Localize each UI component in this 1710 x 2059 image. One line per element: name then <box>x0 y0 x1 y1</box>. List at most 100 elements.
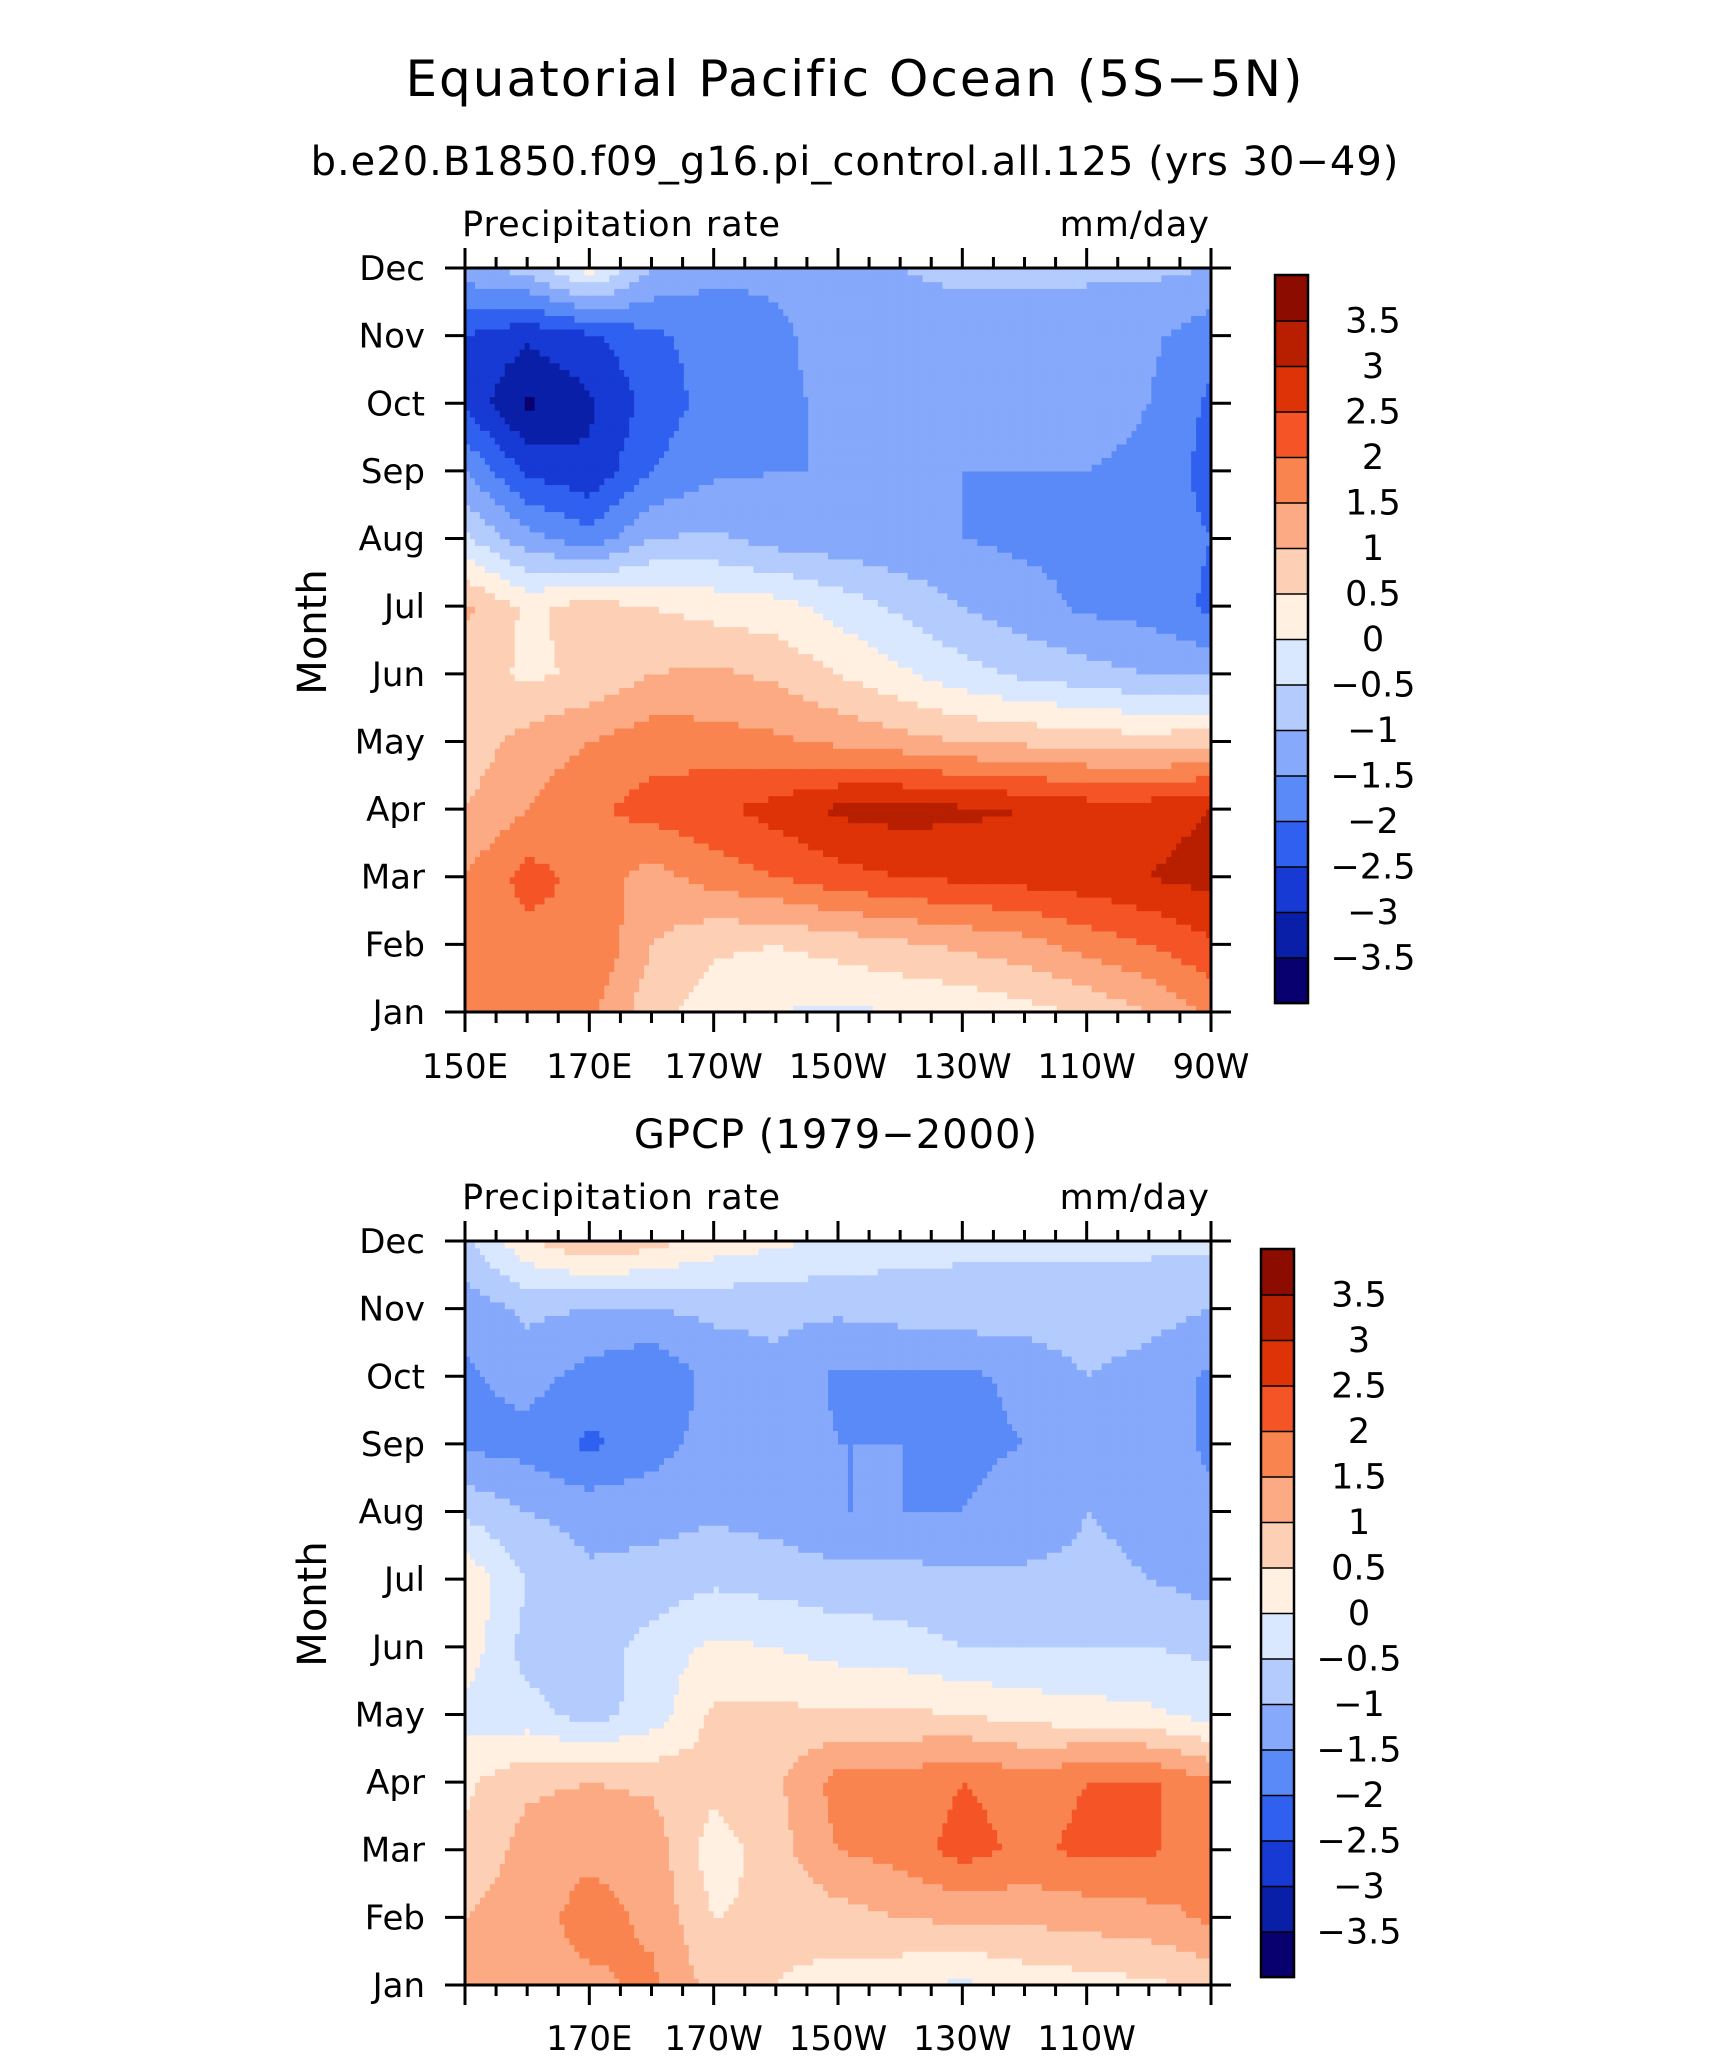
contour-cell <box>614 978 620 985</box>
contour-cell <box>1171 897 1177 904</box>
contour-cell <box>639 850 645 857</box>
contour-cell <box>758 883 764 890</box>
contour-cell <box>1196 938 1202 945</box>
contour-cell <box>649 897 655 904</box>
contour-cell <box>1012 958 1018 965</box>
contour-cell <box>843 958 849 965</box>
contour-cell <box>699 870 705 877</box>
contour-cell <box>947 944 953 951</box>
contour-cell <box>763 850 769 857</box>
contour-cell <box>684 944 690 951</box>
contour-cell <box>1186 985 1192 992</box>
contour-cell <box>828 924 834 931</box>
contour-cell <box>1087 911 1093 918</box>
contour-cell <box>808 978 814 985</box>
contour-cell <box>1117 931 1123 938</box>
contour-cell <box>1146 870 1152 877</box>
contour-cell <box>808 985 814 992</box>
contour-cell <box>664 978 670 985</box>
contour-cell <box>773 985 779 992</box>
contour-cell <box>649 978 655 985</box>
contour-cell <box>997 951 1003 958</box>
contour-cell <box>734 965 740 972</box>
contour-cell <box>540 863 546 870</box>
contour-cell <box>1077 890 1083 897</box>
contour-cell <box>679 944 685 951</box>
contour-cell <box>684 924 690 931</box>
contour-cell <box>962 938 968 945</box>
contour-cell <box>624 917 630 924</box>
contour-cell <box>579 890 585 897</box>
contour-cell <box>903 924 909 931</box>
contour-cell <box>669 965 675 972</box>
contour-cell <box>724 911 730 918</box>
contour-cell <box>714 883 720 890</box>
contour-cell <box>694 863 700 870</box>
contour-cell <box>843 883 849 890</box>
contour-cell <box>1196 917 1202 924</box>
contour-cell <box>1087 897 1093 904</box>
contour-cell <box>923 883 929 890</box>
contour-cell <box>853 850 859 857</box>
contour-cell <box>495 917 501 924</box>
contour-cell <box>987 863 993 870</box>
contour-cell <box>833 944 839 951</box>
contour-cell <box>644 951 650 958</box>
contour-cell <box>1112 971 1118 978</box>
contour-cell <box>744 944 750 951</box>
contour-cell <box>684 938 690 945</box>
contour-cell <box>893 870 899 877</box>
contour-cell <box>1181 917 1187 924</box>
contour-cell <box>1012 944 1018 951</box>
contour-cell <box>893 911 899 918</box>
contour-cell <box>763 897 769 904</box>
contour-cell <box>1087 856 1093 863</box>
contour-cell <box>858 904 864 911</box>
contour-cell <box>744 850 750 857</box>
contour-cell <box>659 877 665 884</box>
contour-cell <box>1176 965 1182 972</box>
contour-cell <box>1166 998 1172 1005</box>
contour-cell <box>972 883 978 890</box>
contour-cell <box>609 904 615 911</box>
contour-cell <box>669 856 675 863</box>
contour-cell <box>748 917 754 924</box>
contour-cell <box>644 938 650 945</box>
contour-cell <box>873 890 879 897</box>
contour-cell <box>748 965 754 972</box>
contour-cell <box>739 938 745 945</box>
contour-cell <box>987 877 993 884</box>
contour-cell <box>1141 978 1147 985</box>
contour-cell <box>564 938 570 945</box>
contour-cell <box>510 944 516 951</box>
contour-cell <box>763 883 769 890</box>
contour-cell <box>1196 856 1202 863</box>
contour-cell <box>1097 965 1103 972</box>
contour-cell <box>1022 883 1028 890</box>
contour-cell <box>952 985 958 992</box>
contour-cell <box>744 877 750 884</box>
contour-cell <box>510 870 516 877</box>
contour-cell <box>1062 897 1068 904</box>
contour-cell <box>500 870 506 877</box>
contour-cell <box>1017 890 1023 897</box>
contour-cell <box>505 965 511 972</box>
contour-cell <box>659 856 665 863</box>
contour-cell <box>748 985 754 992</box>
contour-cell <box>540 890 546 897</box>
contour-cell <box>793 985 799 992</box>
contour-cell <box>1032 971 1038 978</box>
contour-cell <box>838 944 844 951</box>
contour-cell <box>719 931 725 938</box>
contour-cell <box>888 850 894 857</box>
contour-cell <box>1007 856 1013 863</box>
contour-cell <box>674 911 680 918</box>
contour-cell <box>942 985 948 992</box>
contour-cell <box>833 958 839 965</box>
contour-cell <box>818 850 824 857</box>
contour-cell <box>1022 904 1028 911</box>
contour-cell <box>903 985 909 992</box>
contour-cell <box>505 931 511 938</box>
contour-cell <box>559 877 565 884</box>
contour-cell <box>793 998 799 1005</box>
